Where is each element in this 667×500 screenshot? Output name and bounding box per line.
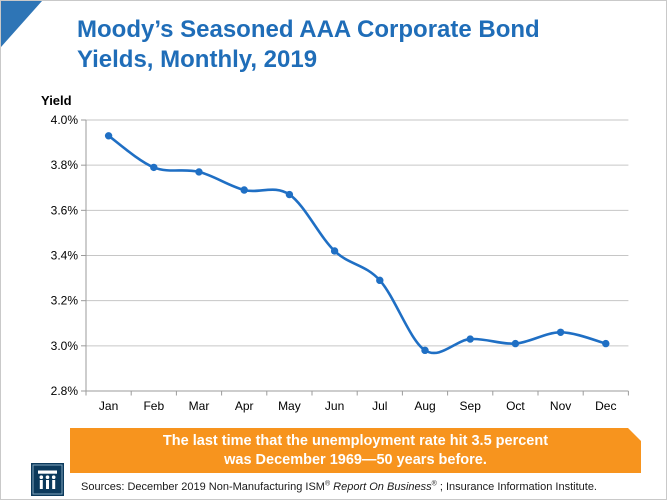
x-tick-label-May: May [278,399,301,413]
data-point-Nov [556,328,565,336]
data-point-Jul [376,276,384,285]
page-title: Moody’s Seasoned AAA Corporate Bond Yiel… [77,15,637,75]
x-tick-label-Nov: Nov [550,399,571,413]
y-tick-label-3.8%: 3.8% [51,158,79,172]
y-axis-title: Yield [41,93,72,108]
data-point-Jan [104,132,113,140]
registered-mark: ® [431,480,437,488]
data-point-Jun [330,247,339,255]
data-point-May [285,190,294,199]
data-point-Aug [421,346,429,355]
y-tick-label-3.6%: 3.6% [51,203,79,217]
y-tick-label-4.0%: 4.0% [51,113,79,127]
data-point-Apr [240,186,248,194]
x-tick-label-Dec: Dec [595,399,616,413]
sources-prefix: Sources: December 2019 Non-Manufacturing… [81,481,325,493]
iii-logo [31,463,64,496]
data-point-Oct [511,339,520,348]
x-tick-label-Aug: Aug [414,399,435,413]
y-tick-label-3.0%: 3.0% [51,339,79,353]
iii-logo-icon [31,463,64,496]
sources-italic: Report On Business [330,481,432,493]
x-tick-label-Jun: Jun [325,399,344,413]
data-point-Sep [466,335,474,343]
x-tick-label-Jul: Jul [372,399,387,413]
data-point-Dec [602,339,610,348]
callout-banner: The last time that the unemployment rate… [70,428,641,473]
page-title-line1: Moody’s Seasoned AAA Corporate Bond [77,16,540,43]
x-tick-label-Feb: Feb [143,399,164,413]
x-tick-label-Mar: Mar [189,399,210,413]
data-point-Feb [150,163,158,172]
x-tick-label-Apr: Apr [235,399,254,413]
series-line [107,134,608,355]
data-point-Mar [195,168,203,176]
y-tick-label-2.8%: 2.8% [51,384,79,398]
bond-yield-line-chart: 4.0% 3.8% 3.6% 3.4% 3.2% 3.0% 2.8% Jan Feb Mar Apr… [51,113,629,413]
y-tick-label-3.4%: 3.4% [51,249,79,263]
y-tick-label-3.2%: 3.2% [51,294,79,308]
page-title-line2: Yields, Monthly, 2019 [77,46,318,73]
x-tick-label-Sep: Sep [460,399,482,413]
registered-mark: ® [324,480,331,488]
sources-suffix: ; Insurance Information Institute. [436,481,597,493]
sources-text: Sources: December 2019 Non-Manufacturing… [81,480,656,494]
callout-banner-line1: The last time that the unemployment rate… [162,433,549,449]
x-tick-label-Jan: Jan [99,399,118,413]
x-tick-label-Oct: Oct [506,399,525,413]
callout-banner-line2: was December 1969—50 years before. [224,452,487,468]
